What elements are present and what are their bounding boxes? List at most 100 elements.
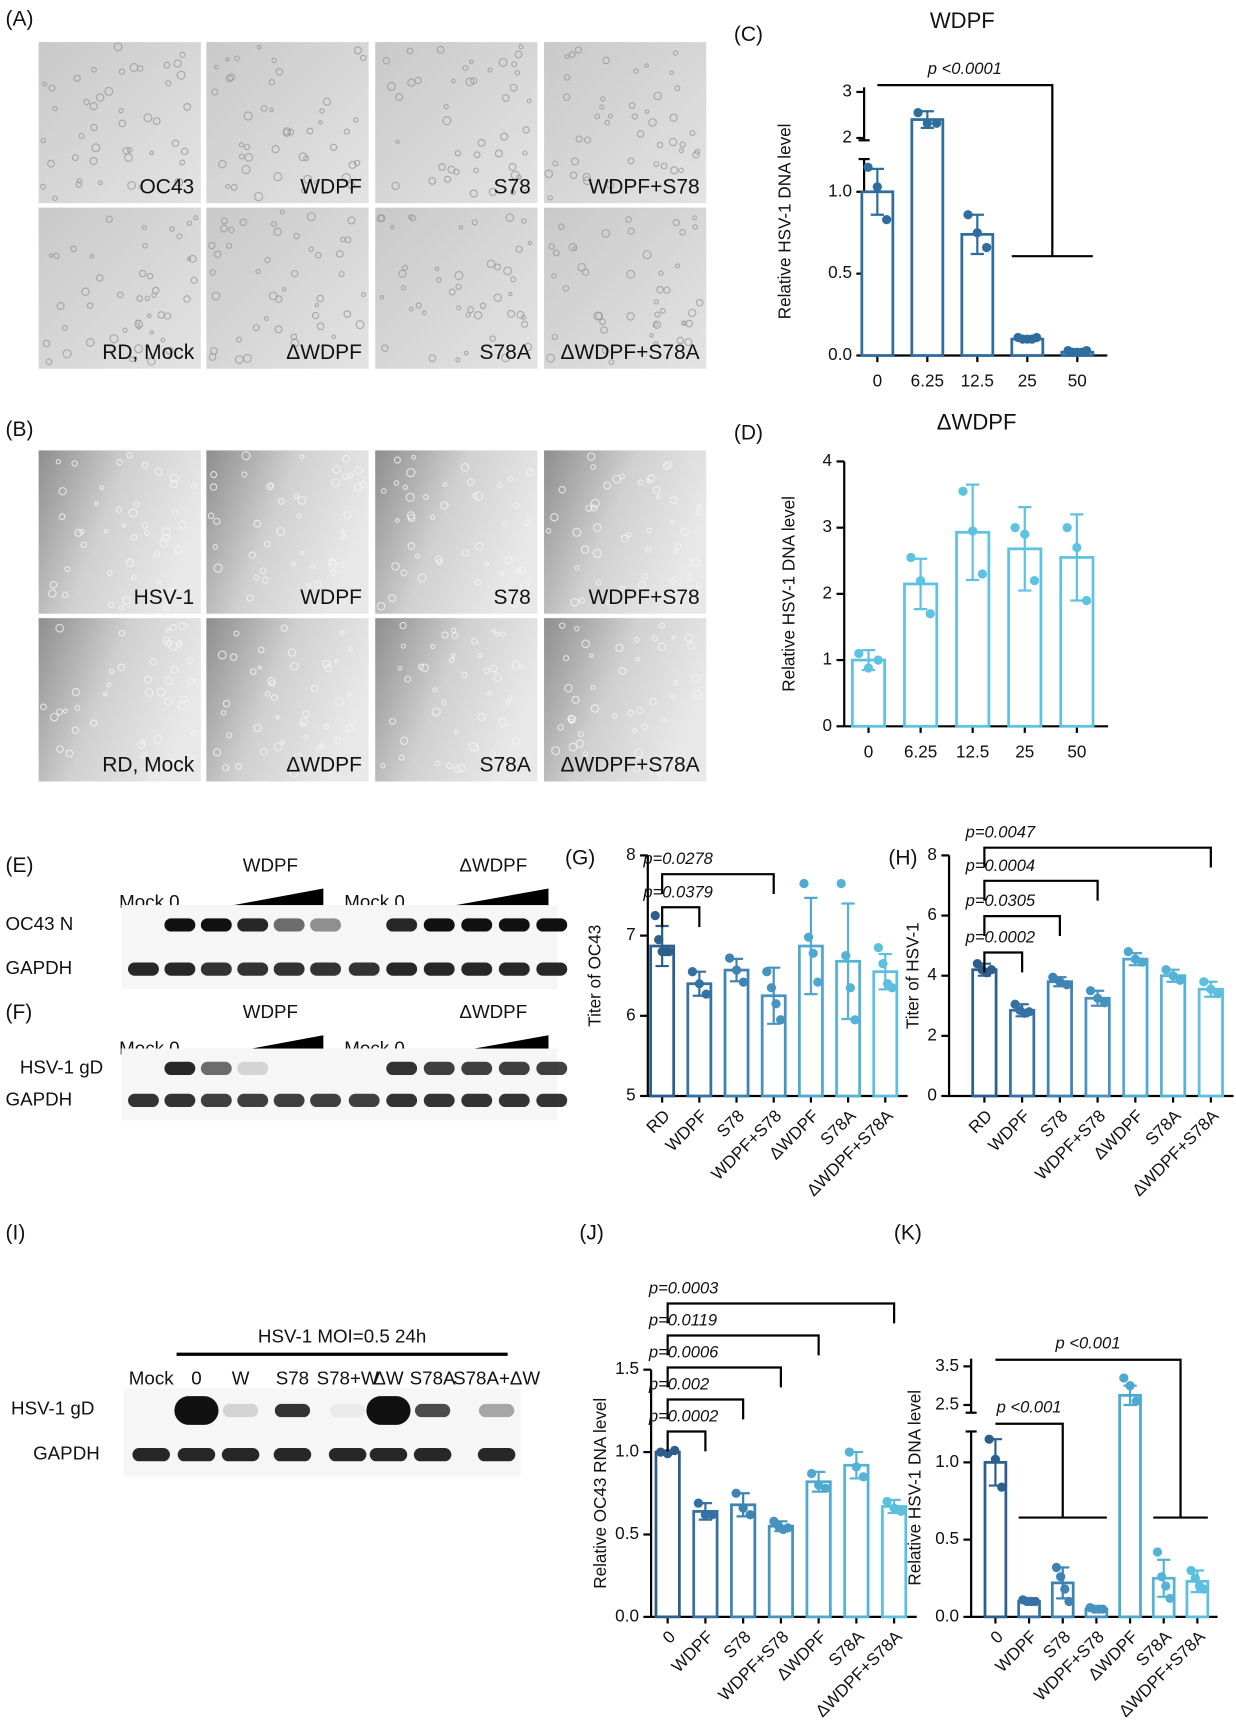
blot-band	[164, 1093, 196, 1108]
cell	[601, 229, 611, 238]
cell	[633, 68, 639, 74]
cell	[271, 57, 277, 64]
cell	[118, 119, 127, 128]
panel-label: (I)	[6, 1221, 26, 1244]
cell	[314, 180, 319, 185]
cell	[118, 605, 125, 611]
y-tick-label: 3	[842, 81, 852, 100]
cell	[448, 288, 456, 296]
cell	[606, 599, 613, 607]
data-point	[775, 1015, 786, 1025]
blot-bg	[121, 1048, 558, 1121]
x-tick-label: 0	[987, 1627, 1007, 1647]
cell	[268, 79, 276, 86]
cell	[628, 102, 636, 109]
cell	[473, 151, 481, 159]
p-value: p <0.001	[1055, 1334, 1121, 1353]
cell	[290, 662, 299, 671]
cell	[691, 674, 701, 684]
tile-label: WDPF+S78	[588, 586, 699, 609]
blot-band	[413, 1448, 452, 1462]
bar	[692, 1510, 719, 1619]
cell	[581, 639, 590, 649]
blot-band	[348, 1093, 380, 1108]
cell	[323, 723, 330, 730]
panel-label: (K)	[894, 1221, 922, 1244]
cell	[648, 118, 657, 127]
cell	[161, 533, 170, 543]
blot-band	[461, 1093, 493, 1108]
blot-band	[461, 962, 493, 976]
cell	[106, 569, 113, 576]
cell	[296, 512, 302, 519]
cell	[75, 181, 83, 188]
cell	[382, 57, 391, 65]
cell	[169, 480, 178, 489]
data-point	[851, 1462, 862, 1472]
p-value: p=0.0047	[965, 823, 1036, 842]
cell	[393, 456, 401, 464]
cell	[165, 346, 174, 355]
data-point	[915, 575, 926, 586]
cell	[389, 224, 395, 230]
y-tick-label: 3.5	[935, 1356, 959, 1375]
cell	[335, 250, 344, 258]
cell	[188, 254, 197, 263]
data-point	[997, 1482, 1007, 1492]
cell	[562, 93, 571, 102]
cell	[508, 162, 517, 171]
blot-group: ΔWDPF	[459, 854, 527, 875]
cell	[526, 468, 534, 476]
cell	[484, 562, 490, 567]
cell	[259, 567, 267, 575]
data-point	[1010, 523, 1020, 533]
cell	[667, 757, 677, 767]
bar	[1118, 1393, 1142, 1619]
p-value: p=0.0002	[648, 1407, 718, 1426]
cell	[501, 94, 510, 102]
cell	[441, 699, 447, 705]
cell	[645, 546, 652, 553]
blot-band	[423, 918, 455, 932]
cell	[118, 68, 126, 75]
cell	[241, 471, 248, 478]
cell	[590, 704, 600, 713]
cell	[102, 691, 108, 697]
blot-band	[498, 962, 530, 976]
cell	[269, 107, 275, 113]
cell	[235, 763, 242, 770]
cell	[627, 157, 635, 165]
cell	[583, 136, 592, 144]
cell	[303, 155, 310, 162]
blot-band	[274, 1403, 311, 1418]
cell	[687, 642, 695, 650]
lane-label: Mock	[129, 1368, 174, 1389]
cell	[220, 224, 229, 233]
cell	[335, 697, 345, 707]
cell	[173, 59, 182, 68]
cell	[238, 142, 244, 148]
cell	[42, 81, 48, 87]
cell	[599, 104, 605, 110]
cell	[142, 242, 149, 249]
cell	[571, 695, 580, 704]
data-point	[731, 1488, 741, 1498]
cell	[662, 462, 671, 471]
blot-band	[310, 1093, 342, 1108]
cell	[680, 527, 690, 536]
cell	[524, 519, 532, 527]
cell	[607, 113, 613, 119]
cell	[211, 291, 221, 301]
cell	[176, 233, 183, 240]
cell	[675, 543, 682, 550]
cell	[659, 308, 666, 314]
cell	[473, 311, 483, 320]
cell	[442, 116, 452, 126]
cell	[644, 109, 650, 114]
cell	[70, 245, 77, 253]
cell	[213, 250, 222, 258]
cell	[129, 63, 139, 72]
cell	[580, 545, 590, 554]
cell	[149, 330, 154, 335]
cell	[229, 653, 238, 661]
